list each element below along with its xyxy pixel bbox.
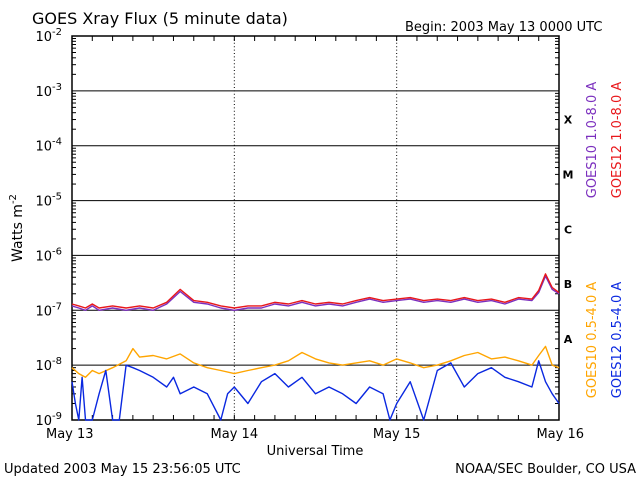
y-tick-label: 10-6 xyxy=(35,246,62,264)
y-tick-label: 10-8 xyxy=(35,356,62,374)
y-tick-base: 10 xyxy=(35,30,52,45)
legend-entry: GOES10 0.5-4.0 A xyxy=(585,282,600,399)
y-tick-label: 10-4 xyxy=(35,137,62,155)
y-tick-exponent: -6 xyxy=(52,246,62,257)
series-line-2 xyxy=(71,345,560,378)
x-tick-label: May 15 xyxy=(373,427,421,442)
y-tick-base: 10 xyxy=(35,140,52,155)
y-tick-label: 10-3 xyxy=(35,82,62,100)
plot-frame xyxy=(71,35,560,421)
y-tick-base: 10 xyxy=(35,85,52,100)
credit-text: NOAA/SEC Boulder, CO USA xyxy=(455,462,636,477)
y-axis-label-text: Watts m xyxy=(10,204,26,262)
grid-lines xyxy=(72,36,559,420)
y-tick-exponent: -3 xyxy=(52,82,62,93)
legend-entry: GOES10 1.0-8.0 A xyxy=(585,82,600,199)
legend-entry: GOES12 1.0-8.0 A xyxy=(610,82,625,199)
y-axis-label-sup: -2 xyxy=(8,194,19,204)
y-axis-ticks: 10-210-310-410-510-610-710-810-9 xyxy=(35,27,559,429)
x-tick-label: May 13 xyxy=(46,427,94,442)
y-tick-exponent: -9 xyxy=(52,411,62,422)
y-tick-base: 10 xyxy=(35,414,52,429)
y-tick-base: 10 xyxy=(35,249,52,264)
y-tick-exponent: -5 xyxy=(52,192,62,203)
y-tick-exponent: -7 xyxy=(52,301,62,312)
x-tick-label: May 16 xyxy=(536,427,584,442)
plot-border xyxy=(71,35,560,421)
y-tick-base: 10 xyxy=(35,195,52,210)
flare-class-label: M xyxy=(563,168,574,181)
y-tick-label: 10-2 xyxy=(35,27,62,45)
y-tick-exponent: -2 xyxy=(52,27,62,38)
series-line-3 xyxy=(71,360,560,421)
y-tick-base: 10 xyxy=(35,304,52,319)
y-tick-label: 10-5 xyxy=(35,192,62,210)
y-tick-exponent: -8 xyxy=(52,356,62,367)
y-tick-label: 10-7 xyxy=(35,301,62,319)
flare-class-label: B xyxy=(564,278,572,291)
flare-class-label: X xyxy=(564,114,573,127)
y-tick-label: 10-9 xyxy=(35,411,62,429)
series-legend: GOES10 1.0-8.0 A GOES12 1.0-8.0 A GOES10 0… xyxy=(585,82,625,399)
updated-timestamp: Updated 2003 May 15 23:56:05 UTC xyxy=(4,462,241,477)
series-layer xyxy=(71,273,560,421)
x-axis-ticks: May 13 May 14 May 15 May 16 xyxy=(46,36,584,442)
y-tick-exponent: -4 xyxy=(52,137,62,148)
x-axis-label: Universal Time xyxy=(267,444,364,459)
chart-title: GOES Xray Flux (5 minute data) xyxy=(32,9,288,28)
flare-class-labels: X M C B A xyxy=(563,114,574,346)
begin-label: Begin: 2003 May 13 0000 UTC xyxy=(405,20,602,35)
series-line-0 xyxy=(71,275,560,311)
y-axis-label: Watts m-2 xyxy=(8,194,26,262)
x-tick-label: May 14 xyxy=(211,427,259,442)
flare-class-label: C xyxy=(564,223,572,236)
y-tick-base: 10 xyxy=(35,359,52,374)
series-line-1 xyxy=(71,273,560,309)
legend-entry: GOES12 0.5-4.0 A xyxy=(610,282,625,399)
flare-class-label: A xyxy=(564,333,573,346)
